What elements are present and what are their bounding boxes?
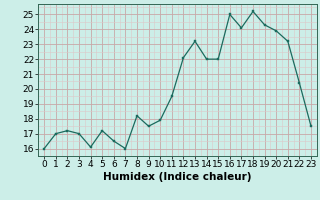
X-axis label: Humidex (Indice chaleur): Humidex (Indice chaleur) xyxy=(103,172,252,182)
